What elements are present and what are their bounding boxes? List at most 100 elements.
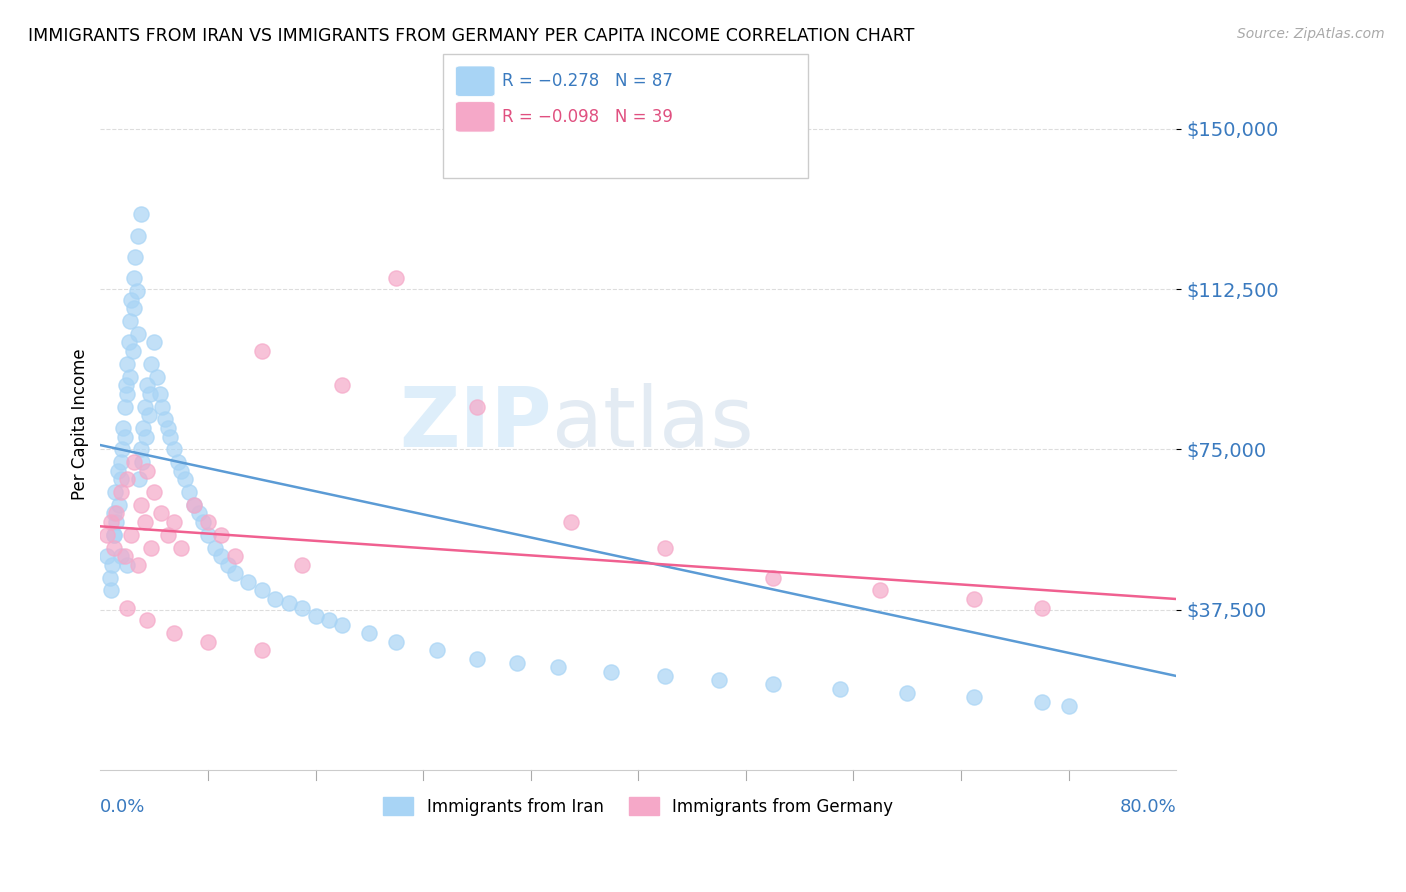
Point xyxy=(110,485,132,500)
Point xyxy=(120,293,142,307)
Point xyxy=(134,400,156,414)
Text: ZIP: ZIP xyxy=(399,384,553,464)
Point xyxy=(141,541,163,555)
Point xyxy=(159,429,181,443)
Point xyxy=(187,507,209,521)
Point xyxy=(204,541,226,555)
Text: R = −0.278   N = 87: R = −0.278 N = 87 xyxy=(502,72,673,90)
Point xyxy=(143,485,166,500)
Point xyxy=(177,485,200,500)
Point xyxy=(121,344,143,359)
Point xyxy=(197,528,219,542)
Point xyxy=(385,271,408,285)
Point xyxy=(869,583,891,598)
Point xyxy=(654,669,676,683)
Point xyxy=(129,442,152,457)
Point xyxy=(167,455,190,469)
Point xyxy=(104,485,127,500)
Point xyxy=(156,421,179,435)
Point xyxy=(146,369,169,384)
Point xyxy=(385,634,408,648)
Point xyxy=(183,498,205,512)
Point xyxy=(291,558,314,572)
Point xyxy=(117,600,139,615)
Point xyxy=(425,643,447,657)
Point xyxy=(197,634,219,648)
Point xyxy=(125,284,148,298)
Point xyxy=(118,369,141,384)
Point xyxy=(762,571,785,585)
Point xyxy=(149,507,172,521)
Point xyxy=(264,592,287,607)
Point xyxy=(98,571,121,585)
Point xyxy=(828,681,851,696)
Point xyxy=(114,400,136,414)
Point xyxy=(163,442,186,457)
Point xyxy=(277,596,299,610)
Point xyxy=(762,677,785,691)
Point xyxy=(209,549,232,564)
Point xyxy=(117,472,139,486)
Point xyxy=(191,515,214,529)
Legend: Immigrants from Iran, Immigrants from Germany: Immigrants from Iran, Immigrants from Ge… xyxy=(375,789,901,824)
Point xyxy=(465,400,488,414)
Point xyxy=(114,429,136,443)
Text: 80.0%: 80.0% xyxy=(1119,797,1177,815)
Point xyxy=(1031,600,1053,615)
Point xyxy=(110,455,132,469)
Point xyxy=(332,378,354,392)
Point xyxy=(105,515,128,529)
Point xyxy=(103,507,125,521)
Point xyxy=(101,558,124,572)
Point xyxy=(118,314,141,328)
Point xyxy=(209,528,232,542)
Point xyxy=(600,665,623,679)
Point xyxy=(153,412,176,426)
Point xyxy=(465,652,488,666)
Point xyxy=(148,386,170,401)
Point xyxy=(138,408,160,422)
Point xyxy=(114,549,136,564)
Point xyxy=(238,574,260,589)
Text: Source: ZipAtlas.com: Source: ZipAtlas.com xyxy=(1237,27,1385,41)
Point xyxy=(156,528,179,542)
Point xyxy=(128,472,150,486)
Point xyxy=(318,613,340,627)
Text: R = −0.098   N = 39: R = −0.098 N = 39 xyxy=(502,108,673,126)
Point xyxy=(117,386,139,401)
Y-axis label: Per Capita Income: Per Capita Income xyxy=(72,348,89,500)
Point xyxy=(896,686,918,700)
Point xyxy=(654,541,676,555)
Point xyxy=(117,558,139,572)
Point xyxy=(96,528,118,542)
Point xyxy=(112,421,135,435)
Point xyxy=(197,515,219,529)
Point xyxy=(163,626,186,640)
Point xyxy=(135,429,157,443)
Point xyxy=(122,271,145,285)
Point xyxy=(103,528,125,542)
Point xyxy=(174,472,197,486)
Point xyxy=(250,643,273,657)
Point xyxy=(108,498,131,512)
Point xyxy=(131,455,153,469)
Point xyxy=(111,442,134,457)
Point xyxy=(136,613,159,627)
Point xyxy=(560,515,582,529)
Point xyxy=(127,326,149,341)
Point xyxy=(117,335,139,350)
Text: 0.0%: 0.0% xyxy=(100,797,146,815)
Point xyxy=(291,600,314,615)
Point xyxy=(224,549,246,564)
Point xyxy=(136,378,159,392)
Point xyxy=(332,617,354,632)
Point xyxy=(103,541,125,555)
Point xyxy=(100,583,122,598)
Point xyxy=(141,357,163,371)
Point xyxy=(132,421,155,435)
Point xyxy=(183,498,205,512)
Point xyxy=(139,386,162,401)
Point xyxy=(359,626,381,640)
Point xyxy=(304,609,326,624)
Text: atlas: atlas xyxy=(553,384,754,464)
